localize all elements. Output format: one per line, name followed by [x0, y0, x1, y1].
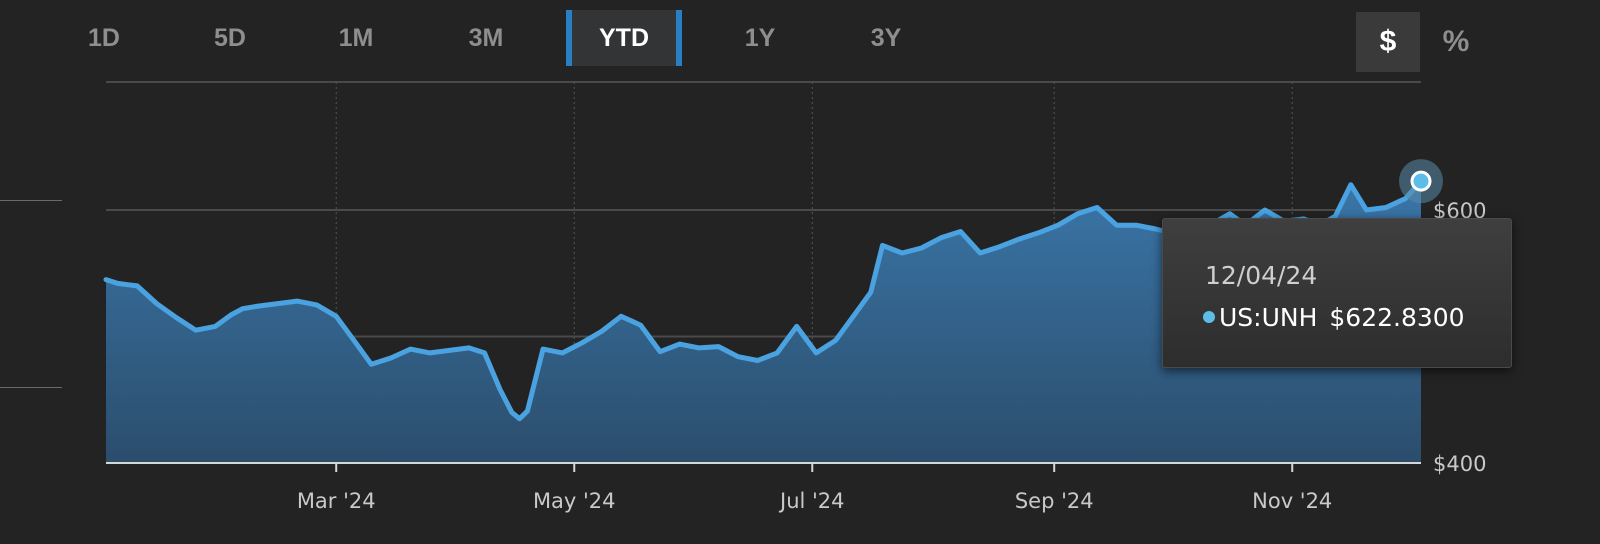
- y-tick-label: $400: [1433, 452, 1486, 476]
- tooltip-symbol: US:UNH: [1219, 303, 1318, 332]
- left-edge-line-upper: [0, 200, 62, 201]
- tab-1d[interactable]: 1D: [88, 24, 120, 52]
- tab-ytd[interactable]: YTD: [566, 10, 682, 66]
- tooltip-date: 12/04/24: [1205, 261, 1318, 290]
- left-edge-line-lower: [0, 387, 62, 388]
- series-dot-icon: [1203, 311, 1215, 323]
- tab-3m[interactable]: 3M: [468, 24, 504, 52]
- percent-toggle-button[interactable]: %: [1442, 25, 1470, 58]
- tooltip-value-row: US:UNH $622.8300: [1203, 303, 1465, 332]
- tab-1m[interactable]: 1M: [338, 24, 374, 52]
- tab-3y[interactable]: 3Y: [870, 24, 902, 52]
- tab-5d[interactable]: 5D: [214, 24, 246, 52]
- x-tick-label: Nov '24: [1252, 489, 1332, 513]
- tooltip-price: $622.8300: [1329, 303, 1465, 332]
- x-tick-label: Sep '24: [1015, 489, 1094, 513]
- x-tick-label: May '24: [533, 489, 616, 513]
- price-area-fill: [106, 180, 1421, 463]
- dollar-toggle-button[interactable]: $: [1356, 12, 1420, 72]
- x-tick-label: Mar '24: [297, 489, 376, 513]
- price-tooltip: 12/04/24 US:UNH $622.8300: [1162, 218, 1512, 368]
- x-tick-label: Jul '24: [778, 489, 845, 513]
- highlight-point-marker: [1410, 170, 1432, 192]
- tab-1y[interactable]: 1Y: [744, 24, 776, 52]
